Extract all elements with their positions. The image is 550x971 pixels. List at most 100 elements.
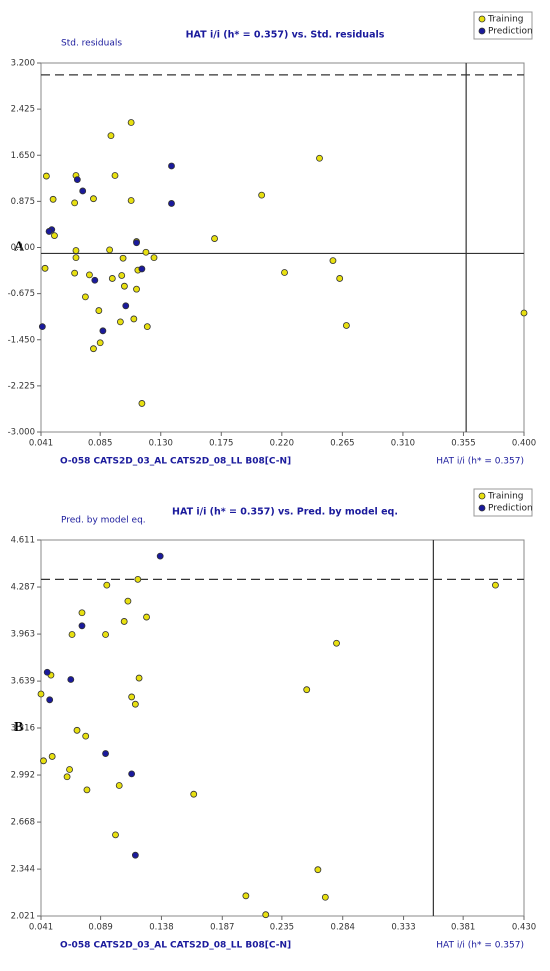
- data-point: [73, 176, 81, 184]
- data-point: [128, 693, 136, 701]
- data-point: [329, 257, 337, 264]
- data-point: [122, 302, 130, 310]
- y-axis-label: Pred. by model eq.: [61, 516, 146, 526]
- data-point: [262, 911, 270, 919]
- x-tick-label: 0.175: [209, 439, 233, 449]
- data-point: [303, 686, 311, 694]
- data-point: [37, 690, 45, 698]
- y-tick-label: -0.675: [8, 289, 35, 299]
- data-point: [118, 272, 126, 279]
- data-point: [121, 282, 128, 290]
- data-point: [73, 726, 81, 734]
- data-point: [133, 285, 140, 293]
- x-axis-label: O-058 CATS2D_03_AL CATS2D_08_LL B08[C-N]: [60, 457, 291, 467]
- data-point: [68, 631, 76, 638]
- data-point: [102, 750, 109, 757]
- data-point: [134, 575, 142, 583]
- data-point: [242, 892, 250, 900]
- data-point: [124, 597, 132, 605]
- y-tick-label: 2.992: [11, 771, 35, 781]
- y-tick-label: 3.639: [11, 677, 35, 687]
- data-point: [314, 866, 322, 874]
- data-point: [38, 323, 46, 331]
- data-point: [79, 187, 87, 195]
- x-tick-label: 0.220: [270, 439, 294, 449]
- data-point: [112, 831, 119, 839]
- data-point: [143, 613, 150, 621]
- data-point: [130, 315, 138, 323]
- legend-swatch: [478, 492, 486, 500]
- chart-panel: B HAT i/i (h* = 0.357) vs. Pred. by model…: [11, 488, 536, 951]
- y-tick-label: 0.875: [11, 197, 35, 207]
- data-point: [119, 254, 127, 262]
- x-tick-label: 0.430: [512, 923, 536, 933]
- y-tick-label: 4.611: [11, 536, 35, 546]
- y-tick-label: 1.650: [11, 151, 35, 161]
- data-point: [131, 851, 139, 859]
- data-point: [102, 631, 109, 638]
- x-tick-label: 0.310: [391, 439, 415, 449]
- data-point: [150, 254, 158, 262]
- data-point: [492, 581, 499, 589]
- y-tick-label: 3.963: [11, 630, 35, 640]
- data-point: [116, 318, 124, 326]
- legend-swatch: [478, 27, 486, 35]
- data-point: [127, 119, 135, 126]
- y-tick-label: 2.425: [11, 105, 35, 115]
- data-point: [143, 323, 151, 331]
- y-tick-label: -2.225: [8, 381, 35, 391]
- data-point: [91, 276, 99, 284]
- data-point: [48, 753, 56, 760]
- x-axis-label-right: HAT i/i (h* = 0.357): [436, 457, 524, 467]
- data-point: [67, 676, 75, 683]
- data-point: [156, 552, 164, 560]
- y-tick-label: 4.287: [11, 583, 35, 593]
- plot-frame: [40, 539, 525, 917]
- data-point: [111, 172, 119, 179]
- data-point: [71, 199, 79, 207]
- data-point: [72, 254, 80, 262]
- x-tick-label: 0.381: [451, 923, 475, 933]
- y-tick-label: -1.450: [8, 335, 35, 345]
- data-point: [138, 400, 146, 407]
- data-point: [107, 132, 115, 140]
- data-point: [281, 269, 288, 276]
- legend: Training Prediction: [473, 11, 533, 40]
- data-point: [316, 154, 323, 162]
- data-point: [115, 782, 123, 789]
- data-point: [520, 309, 528, 317]
- x-tick-label: 0.333: [391, 923, 415, 933]
- legend-label: Training: [487, 492, 524, 502]
- x-tick-label: 0.284: [331, 923, 355, 933]
- data-point: [72, 247, 80, 254]
- chart-title: HAT i/i (h* = 0.357) vs. Std. residuals: [186, 30, 385, 41]
- chart-panel: A HAT i/i (h* = 0.357) vs. Std. residuals…: [8, 11, 536, 467]
- x-tick-label: 0.355: [451, 439, 475, 449]
- x-tick-label: 0.085: [88, 439, 112, 449]
- legend-label: Prediction: [488, 504, 533, 514]
- y-tick-label: 2.668: [11, 818, 35, 828]
- data-point: [96, 339, 104, 347]
- data-point: [43, 668, 51, 676]
- data-point: [78, 609, 86, 617]
- x-tick-label: 0.089: [88, 923, 112, 933]
- data-point: [128, 770, 136, 778]
- data-point: [211, 235, 218, 242]
- data-point: [190, 790, 198, 798]
- y-tick-label: 0.100: [11, 243, 35, 253]
- data-point: [99, 327, 107, 335]
- data-point: [133, 239, 140, 247]
- data-point: [106, 246, 114, 254]
- data-point: [142, 248, 150, 256]
- x-tick-label: 0.130: [149, 439, 173, 449]
- data-point: [71, 269, 79, 277]
- x-tick-label: 0.041: [29, 923, 53, 933]
- data-point: [49, 195, 57, 203]
- data-point: [333, 639, 340, 647]
- legend: Training Prediction: [473, 488, 533, 517]
- data-point: [168, 200, 175, 207]
- x-tick-label: 0.400: [512, 439, 536, 449]
- data-point: [131, 700, 139, 708]
- y-tick-label: 3.200: [11, 59, 35, 69]
